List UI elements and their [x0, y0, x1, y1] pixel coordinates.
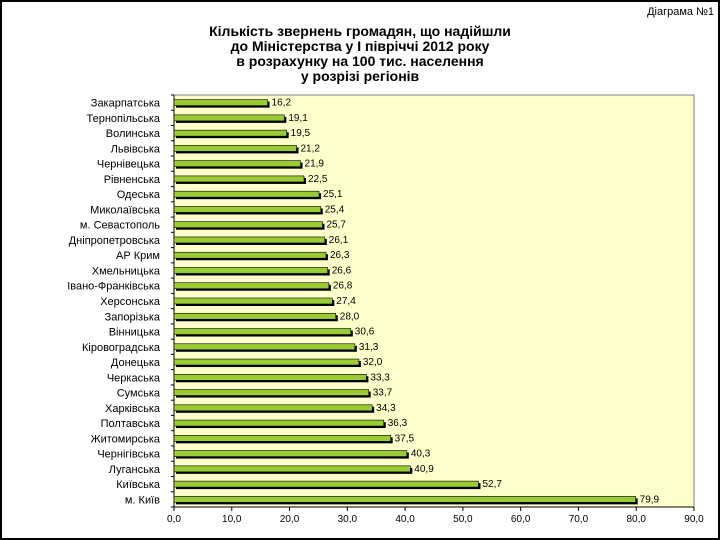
category-label: Харківська	[105, 403, 161, 415]
category-label: Київська	[116, 479, 161, 491]
chart-title-line-3: в розрахунку на 100 тис. населення	[236, 53, 484, 69]
bar-value-label: 36,3	[388, 418, 408, 429]
category-label: Львівська	[111, 143, 161, 155]
bar-value-label: 40,3	[411, 449, 431, 460]
x-tick-label: 60,0	[511, 514, 531, 525]
x-tick-label: 50,0	[453, 514, 473, 525]
bar-value-label: 26,3	[330, 250, 350, 261]
x-tick-label: 80,0	[626, 514, 646, 525]
bar	[173, 206, 322, 213]
category-label: Івано-Франківська	[67, 281, 161, 293]
bar	[173, 160, 301, 167]
bar-value-label: 28,0	[340, 311, 360, 322]
bar	[173, 99, 268, 106]
bar	[173, 373, 367, 381]
bar	[173, 480, 479, 488]
bar-value-label: 33,7	[373, 388, 393, 399]
bar	[173, 190, 320, 198]
category-label: Тернопільська	[87, 113, 161, 125]
x-tick-label: 20,0	[280, 514, 300, 525]
bar	[173, 358, 360, 366]
bar-value-label: 19,5	[291, 128, 311, 139]
category-label: Чернігівська	[97, 449, 161, 461]
category-label: Житомирська	[90, 433, 160, 445]
bar	[173, 145, 297, 152]
bar	[173, 328, 352, 335]
bar	[173, 175, 305, 183]
x-tick-label: 70,0	[569, 514, 589, 525]
category-label: Донецька	[111, 357, 161, 369]
bar-value-label: 30,6	[355, 327, 375, 338]
bar-value-label: 26,6	[332, 265, 352, 276]
bar	[173, 496, 636, 503]
category-label: Полтавська	[101, 418, 161, 430]
bar	[173, 282, 330, 290]
bar-value-label: 21,9	[305, 159, 325, 170]
bar	[173, 267, 328, 274]
bar	[173, 343, 356, 351]
bar	[173, 450, 408, 457]
category-label: Кіровоградська	[82, 342, 161, 354]
category-label: м. Київ	[125, 494, 160, 506]
bar-value-label: 33,3	[370, 372, 390, 383]
bar	[173, 465, 411, 473]
bar	[173, 312, 337, 320]
category-label: Сумська	[117, 388, 161, 400]
category-label: Волинська	[106, 128, 161, 140]
chart-title-line-4: у розрізі регіонів	[300, 68, 420, 84]
chart-title-line-1: Кількість звернень громадян, що надійшли	[209, 23, 511, 39]
category-label: АР Крим	[116, 250, 160, 262]
bar-value-label: 32,0	[363, 357, 383, 368]
x-tick-label: 30,0	[338, 514, 358, 525]
bar-value-label: 25,4	[325, 204, 345, 215]
bar-value-label: 16,2	[272, 98, 292, 109]
bar-value-label: 79,9	[640, 494, 660, 505]
bar-value-label: 26,8	[333, 281, 353, 292]
category-label: Хмельницька	[92, 265, 161, 277]
bar-value-label: 25,7	[326, 220, 346, 231]
bar-value-label: 52,7	[482, 479, 502, 490]
bar	[173, 251, 327, 259]
bar	[173, 297, 333, 305]
bar-value-label: 31,3	[359, 342, 379, 353]
chart-title-line-2: до Міністерства у І півріччі 2012 року	[230, 38, 490, 54]
bar	[173, 236, 326, 244]
bar-value-label: 27,4	[336, 296, 356, 307]
category-label: Запорізька	[105, 311, 161, 323]
bar	[173, 129, 287, 137]
bar-value-label: 22,5	[308, 174, 328, 185]
bar	[173, 435, 391, 442]
bar-value-label: 19,1	[288, 113, 308, 124]
bar-value-label: 37,5	[395, 433, 415, 444]
bar-value-label: 21,2	[300, 143, 320, 154]
x-tick-label: 10,0	[222, 514, 242, 525]
category-label: Дніпропетровська	[69, 235, 161, 247]
bar	[173, 404, 373, 412]
category-label: Чернівецька	[97, 159, 161, 171]
bar-value-label: 25,1	[323, 189, 343, 200]
bar-value-label: 40,9	[414, 464, 434, 475]
category-label: Черкаська	[107, 372, 161, 384]
category-label: Херсонська	[100, 296, 161, 308]
category-label: Луганська	[109, 464, 161, 476]
diagram-number-label: Діаграма №1	[647, 6, 714, 18]
category-label: Закарпатська	[91, 98, 161, 110]
category-label: Рівненська	[104, 174, 161, 186]
bar	[173, 419, 385, 427]
category-label: Миколаївська	[90, 204, 161, 216]
bar	[173, 221, 323, 229]
bar	[173, 114, 285, 122]
bar	[173, 389, 370, 396]
category-label: м. Севастополь	[80, 220, 160, 232]
category-label: Вінницька	[109, 327, 161, 339]
category-label: Одеська	[117, 189, 161, 201]
x-tick-label: 90,0	[684, 514, 704, 525]
x-tick-label: 0,0	[167, 514, 181, 525]
x-tick-label: 40,0	[395, 514, 415, 525]
bar-value-label: 26,1	[329, 235, 349, 246]
bar-value-label: 34,3	[376, 403, 396, 414]
chart-title: Кількість звернень громадян, що надійшли…	[150, 24, 570, 84]
